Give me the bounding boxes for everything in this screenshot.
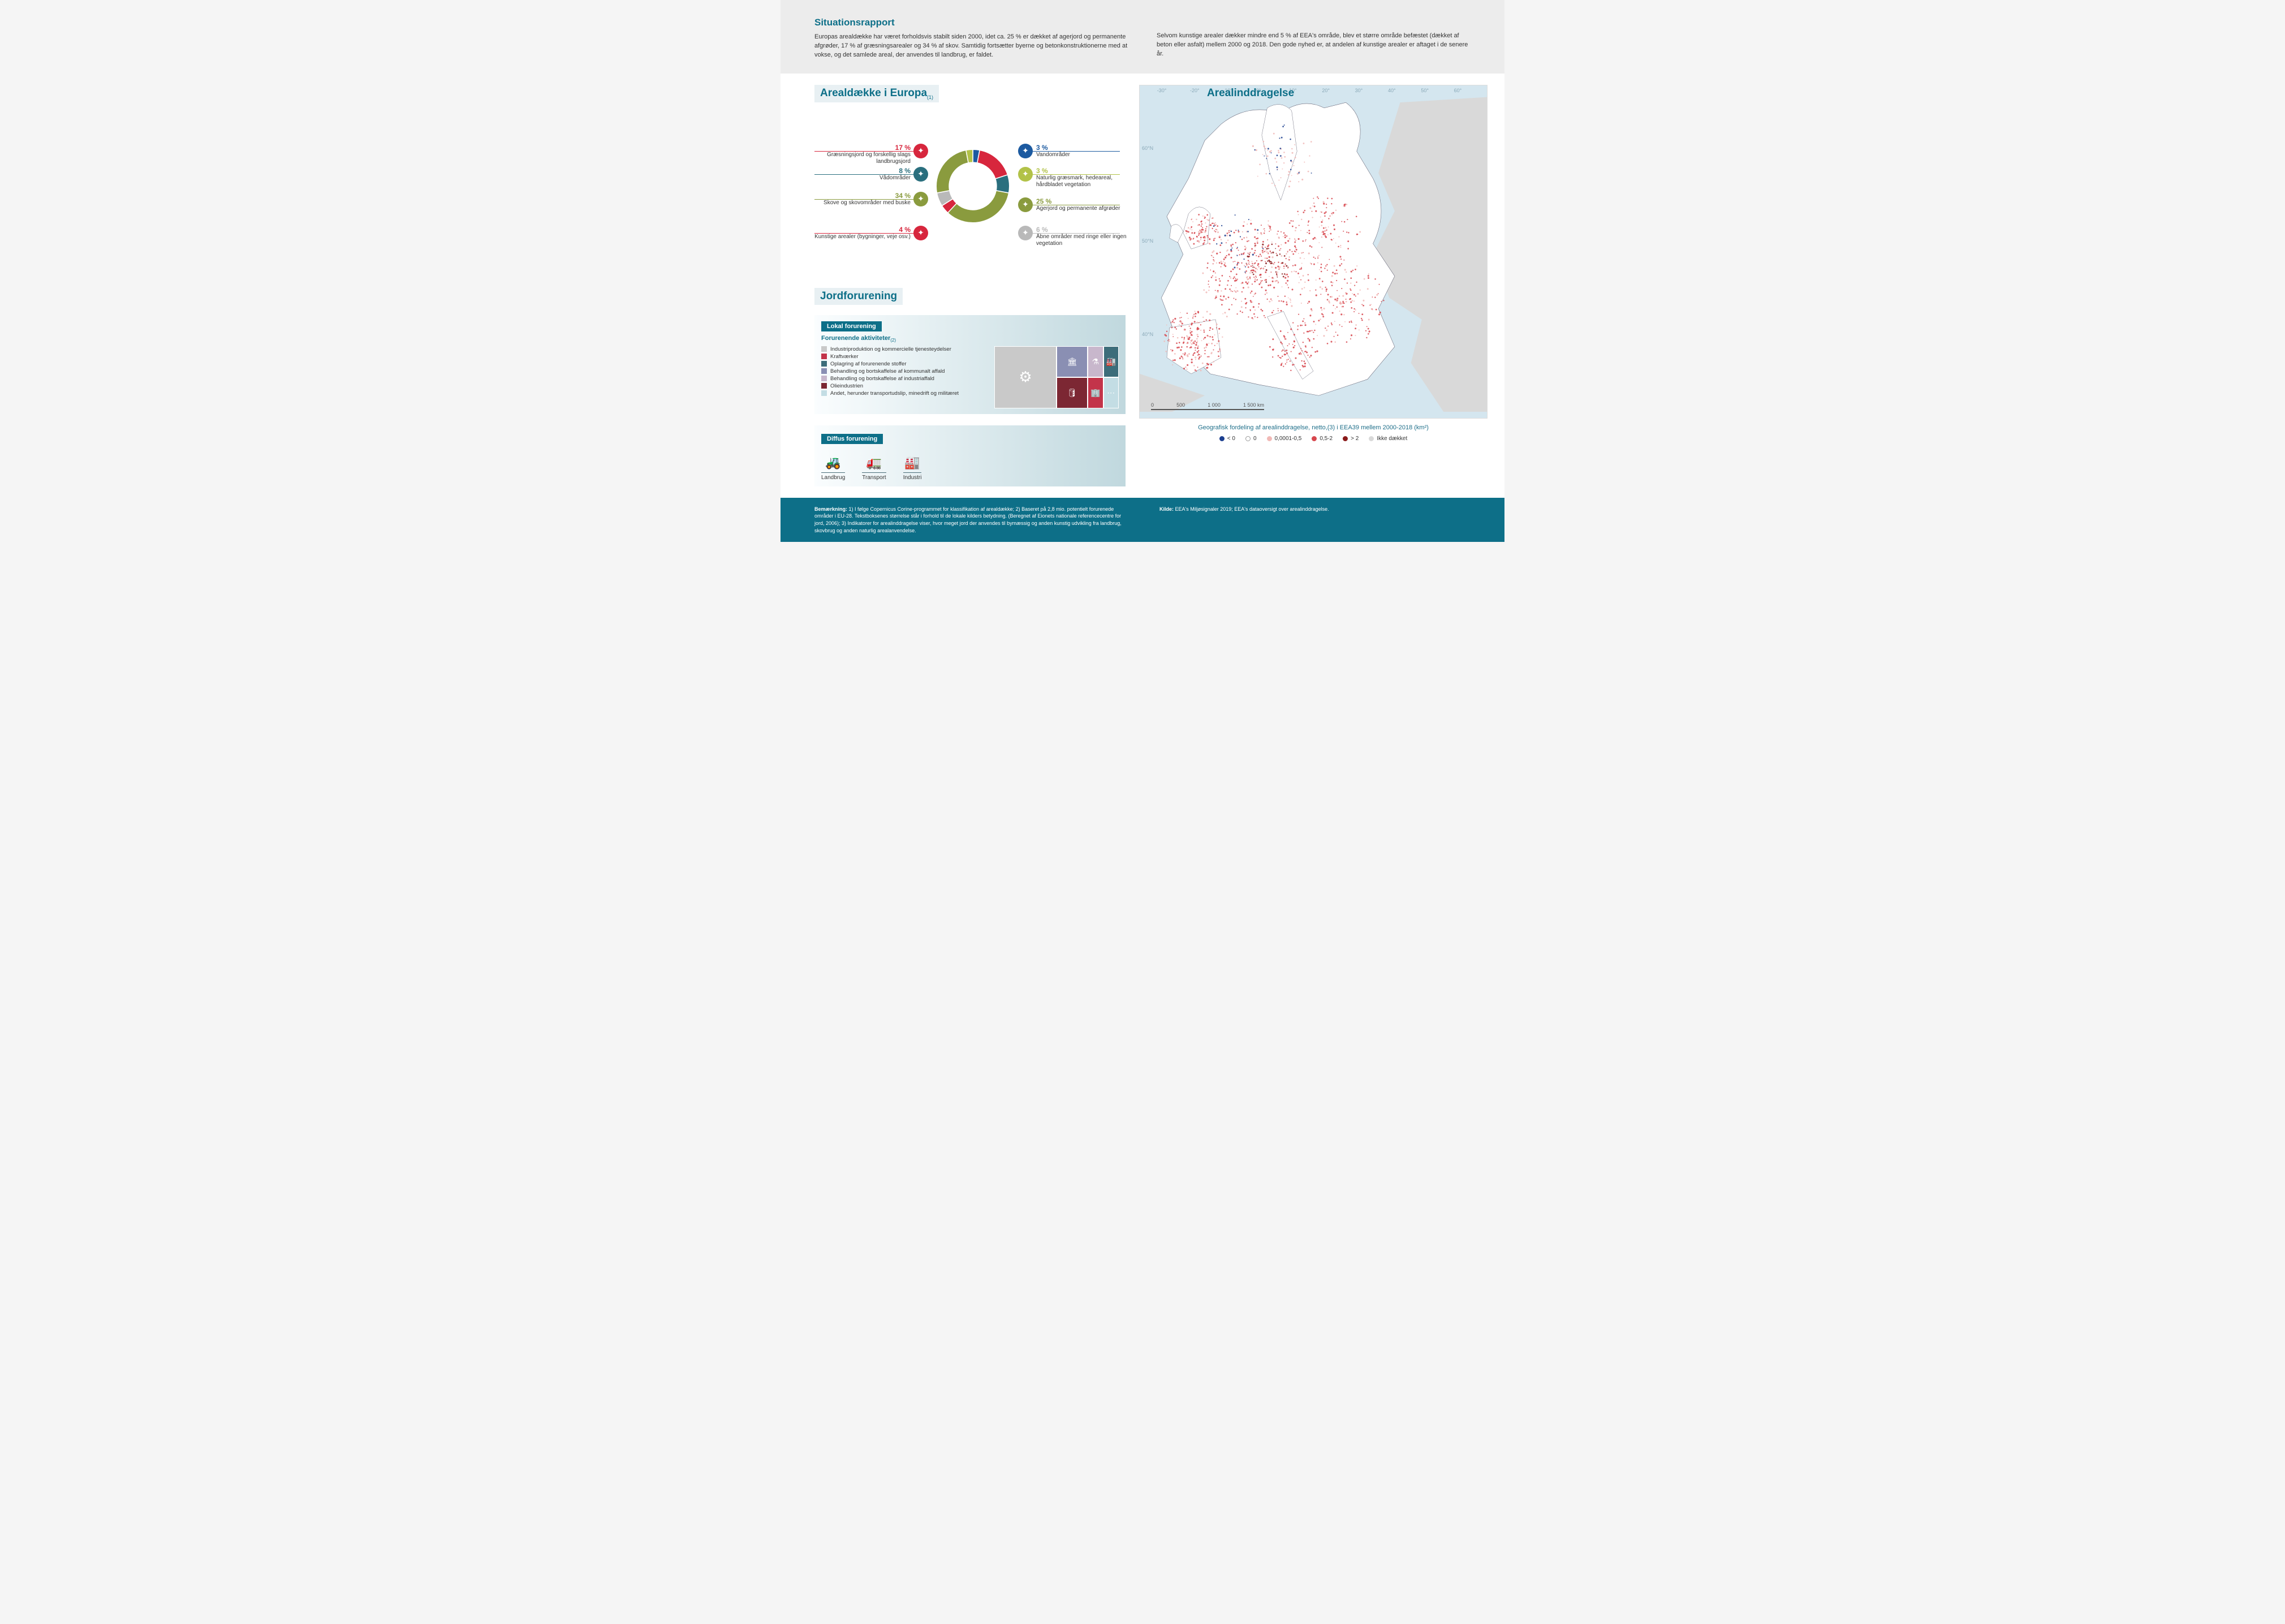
map-legend-item: 0,0001-0,5 <box>1267 436 1302 442</box>
donut-label: 17 %Græsningsjord og forskellig slags la… <box>814 144 911 165</box>
map-legend-item: 0,5-2 <box>1312 436 1333 442</box>
legend-item: Industriproduktion og kommercielle tjene… <box>821 346 986 352</box>
map-legend-item: > 2 <box>1343 436 1359 442</box>
map-lon-label: -20° <box>1190 88 1200 93</box>
map-legend: < 0 0 0,0001-0,5 0,5-2 > 2 Ikke dækket <box>1139 436 1488 442</box>
donut-label: 3 %Naturlig græsmark, hedeareal, hårdbla… <box>1036 167 1132 188</box>
scalebar-tick: 1 000 <box>1208 402 1221 408</box>
footer-note-text: 1) I følge Copernicus Corine-programmet … <box>814 506 1122 533</box>
footer-note-label: Bemærkning: <box>814 506 847 512</box>
map-lon-label: 20° <box>1322 88 1330 93</box>
footer-source-text: EEA's Miljøsignaler 2019; EEA's dataover… <box>1174 506 1329 512</box>
footer: Bemærkning: 1) I følge Copernicus Corine… <box>781 498 1504 542</box>
map-container: -30°-20°-10°0°10°20°30°40°50°60°70°60°N5… <box>1139 85 1488 419</box>
scalebar-tick: 0 <box>1151 402 1154 408</box>
donut-icon: ✦ <box>1018 197 1033 212</box>
scalebar-tick: 500 <box>1176 402 1185 408</box>
diffuse-item: 🚛Transport <box>862 451 886 481</box>
treemap-cell: ⋯ <box>1103 377 1119 408</box>
local-pollution-box: Lokal forurening Forurenende aktiviteter… <box>814 315 1126 414</box>
legend-item: Behandling og bortskaffelse af industria… <box>821 376 986 382</box>
map-lat-label: 40°N <box>1142 331 1153 337</box>
map-legend-item: Ikke dækket <box>1369 436 1407 442</box>
treemap-cell: 🏭 <box>1103 346 1119 377</box>
donut-icon: ✦ <box>913 144 928 158</box>
donut-chart: 17 %Græsningsjord og forskellig slags la… <box>814 113 1120 271</box>
map-svg <box>1140 85 1487 418</box>
diffuse-pollution-badge: Diffus forurening <box>821 434 883 444</box>
donut-icon: ✦ <box>913 167 928 182</box>
scalebar-tick: 1 500 km <box>1243 402 1264 408</box>
donut-icon: ✦ <box>913 192 928 206</box>
map-lon-label: 50° <box>1421 88 1429 93</box>
map-legend-item: < 0 <box>1219 436 1235 442</box>
map-lon-label: 30° <box>1355 88 1363 93</box>
map-legend-item: 0 <box>1245 436 1257 442</box>
diffuse-item: 🏭Industri <box>903 451 922 481</box>
donut-icon: ✦ <box>1018 144 1033 158</box>
donut-icon: ✦ <box>913 226 928 240</box>
map-lon-label: -30° <box>1157 88 1167 93</box>
diffuse-icon: 🚛 <box>862 451 886 470</box>
donut-label: 6 %Åbne områder med ringe eller ingen ve… <box>1036 226 1132 247</box>
polluting-title: Forurenende aktiviteter(2) <box>821 335 1119 343</box>
pollution-legend: Industriproduktion og kommercielle tjene… <box>821 346 986 398</box>
legend-item: Behandling og bortskaffelse af kommunalt… <box>821 368 986 374</box>
pollution-section-title: Jordforurening <box>814 288 903 305</box>
diffuse-item: 🚜Landbrug <box>821 451 845 481</box>
donut-icon: ✦ <box>1018 167 1033 182</box>
legend-item: Kraftværker <box>821 354 986 360</box>
header-block: Situationsrapport Europas arealdække har… <box>781 0 1504 74</box>
map-lon-label: 70° <box>1487 88 1488 93</box>
donut-icon: ✦ <box>1018 226 1033 240</box>
treemap-cell: 🏛 <box>1057 346 1088 377</box>
legend-item: Olieindustrien <box>821 383 986 389</box>
map-lon-label: 60° <box>1454 88 1462 93</box>
donut-svg <box>928 141 1018 231</box>
treemap-cell: 🏢 <box>1088 377 1103 408</box>
diffuse-icon: 🚜 <box>821 451 845 470</box>
treemap: ⚙🏛⚗🏭 🛢🏢⋯ <box>994 346 1119 408</box>
map-title: Arealinddragelse <box>1207 87 1294 100</box>
treemap-cell: 🛢 <box>1057 377 1088 408</box>
diffuse-icon: 🏭 <box>903 451 922 470</box>
footer-source-label: Kilde: <box>1159 506 1174 512</box>
legend-item: Oplagring af forurenende stoffer <box>821 361 986 367</box>
map-lat-label: 60°N <box>1142 145 1153 151</box>
map-lat-label: 50°N <box>1142 238 1153 244</box>
treemap-cell: ⚗ <box>1088 346 1103 377</box>
treemap-cell: ⚙ <box>994 346 1057 408</box>
donut-section-title: Arealdække i Europa(1) <box>814 85 939 102</box>
report-title: Situationsrapport <box>814 17 1128 28</box>
header-text-left: Europas arealdække har været forholdsvis… <box>814 33 1128 60</box>
diffuse-pollution-box: Diffus forurening 🚜Landbrug 🚛Transport 🏭In… <box>814 425 1126 486</box>
map-caption: Geografisk fordeling af arealinddragelse… <box>1139 424 1488 431</box>
local-pollution-badge: Lokal forurening <box>821 321 882 331</box>
header-text-right: Selvom kunstige arealer dækker mindre en… <box>1157 32 1471 59</box>
map-lon-label: 40° <box>1388 88 1396 93</box>
legend-item: Andet, herunder transportudslip, minedri… <box>821 390 986 397</box>
map-scalebar: 0 500 1 000 1 500 km <box>1151 402 1264 410</box>
